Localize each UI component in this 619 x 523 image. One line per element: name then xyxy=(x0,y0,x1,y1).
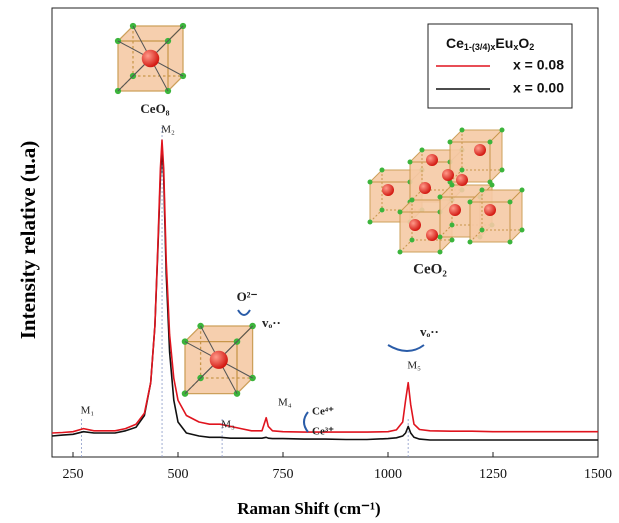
legend-title-part: x xyxy=(513,42,518,52)
legend-title-part: Ce xyxy=(446,35,464,51)
legend-title-part: Eu xyxy=(495,35,513,51)
annotation: vₒ·· xyxy=(420,324,439,339)
annotation: Ce⁴⁺ xyxy=(312,406,334,418)
legend-title-part: O xyxy=(518,35,529,51)
series-lines xyxy=(51,139,598,441)
series-line xyxy=(51,139,598,434)
annotation: M₄ xyxy=(278,397,292,409)
legend-title-part: 2 xyxy=(529,42,534,52)
ceo8-cube xyxy=(115,23,186,94)
annotation: vₒ·· xyxy=(262,315,281,330)
annotation: Ce³⁺ xyxy=(312,426,334,438)
peak-label: M₁ xyxy=(81,405,95,417)
y-axis-label: Intensity relative (u.a) xyxy=(16,141,40,340)
x-tick-label: 1000 xyxy=(374,467,402,482)
peak-label: M₅ xyxy=(407,360,421,372)
legend-label: x = 0.00 xyxy=(513,80,564,96)
x-tick-label: 500 xyxy=(168,467,189,482)
annotation: O²⁻ xyxy=(237,289,258,304)
x-tick-label: 1250 xyxy=(479,467,507,482)
ceo2-lattice xyxy=(367,127,525,255)
legend-title: Ce1-(3/4)xEuxO2 xyxy=(446,35,534,53)
defect-cube xyxy=(182,323,256,397)
legend-items: x = 0.08 x = 0.00 xyxy=(436,57,564,96)
arrow xyxy=(237,309,251,316)
annotation: CeO₂ xyxy=(413,261,447,277)
annotation: CeO₈ xyxy=(140,101,169,116)
legend-title-part: 1-(3/4)x xyxy=(464,42,496,52)
plot-frame xyxy=(51,7,599,458)
legend-label: x = 0.08 xyxy=(513,57,564,73)
x-tick-label: 250 xyxy=(63,467,84,482)
peak-label: M₃ xyxy=(221,419,235,431)
peak-label: M₂ xyxy=(161,124,175,136)
x-tick-label: 750 xyxy=(273,467,294,482)
x-axis-label: Raman Shift (cm⁻¹) xyxy=(237,499,380,518)
arrow xyxy=(303,411,309,433)
series-line xyxy=(51,145,598,441)
x-tick-label: 1500 xyxy=(584,467,612,482)
arrow xyxy=(387,344,425,352)
